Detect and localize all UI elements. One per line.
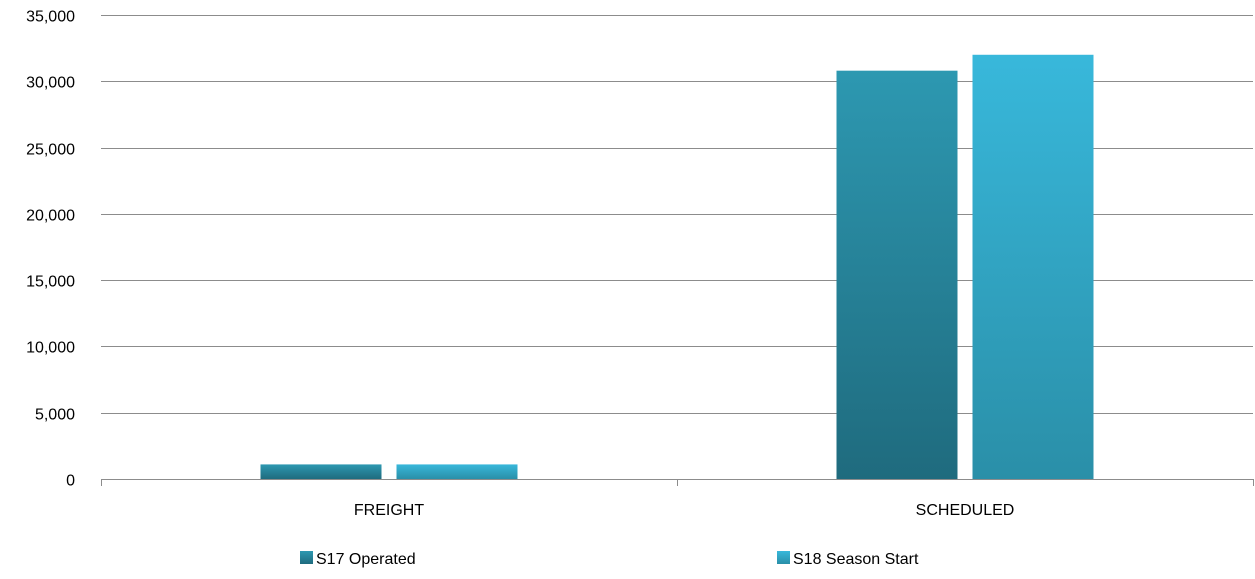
bar-s17-operated-scheduled <box>836 70 958 480</box>
legend-label: S17 Operated <box>316 551 416 568</box>
y-tick-label: 5,000 <box>35 407 75 424</box>
y-tick-label: 10,000 <box>26 340 75 357</box>
bar-s18-season-start-freight <box>396 464 518 479</box>
x-tick-label: FREIGHT <box>354 502 424 519</box>
y-tick-label: 15,000 <box>26 274 75 291</box>
y-tick-label: 0 <box>66 473 75 490</box>
bar-s17-operated-freight <box>260 464 382 479</box>
legend-swatch <box>300 551 313 564</box>
y-tick-label: 35,000 <box>26 9 75 26</box>
legend-item-s17-operated: S17 Operated <box>300 551 416 568</box>
bars <box>260 54 1094 480</box>
x-tick-label: SCHEDULED <box>916 502 1015 519</box>
x-axis <box>101 479 1254 486</box>
y-tick-label: 30,000 <box>26 75 75 92</box>
legend-label: S18 Season Start <box>793 551 919 568</box>
gridlines <box>101 15 1253 414</box>
legend-swatch <box>777 551 790 564</box>
bar-s18-season-start-scheduled <box>972 54 1094 480</box>
legend: S17 Operated S18 Season Start <box>300 551 919 568</box>
y-axis-tick-labels: 0 5,000 10,000 15,000 20,000 25,000 30,000 35,0… <box>26 9 75 490</box>
x-axis-tick-labels: FREIGHT SCHEDULED <box>354 502 1014 519</box>
y-tick-label: 20,000 <box>26 208 75 225</box>
legend-item-s18-season-start: S18 Season Start <box>777 551 919 568</box>
y-tick-label: 25,000 <box>26 142 75 159</box>
